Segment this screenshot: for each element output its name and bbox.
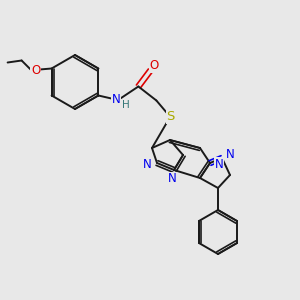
Text: H: H [122, 100, 129, 110]
Text: O: O [31, 64, 40, 77]
Text: N: N [214, 158, 224, 170]
Text: N: N [214, 158, 224, 170]
Text: O: O [150, 59, 159, 72]
Text: N: N [226, 148, 234, 160]
Text: N: N [112, 93, 121, 106]
Text: N: N [142, 158, 152, 170]
Text: N: N [168, 172, 176, 185]
Text: S: S [166, 110, 175, 123]
